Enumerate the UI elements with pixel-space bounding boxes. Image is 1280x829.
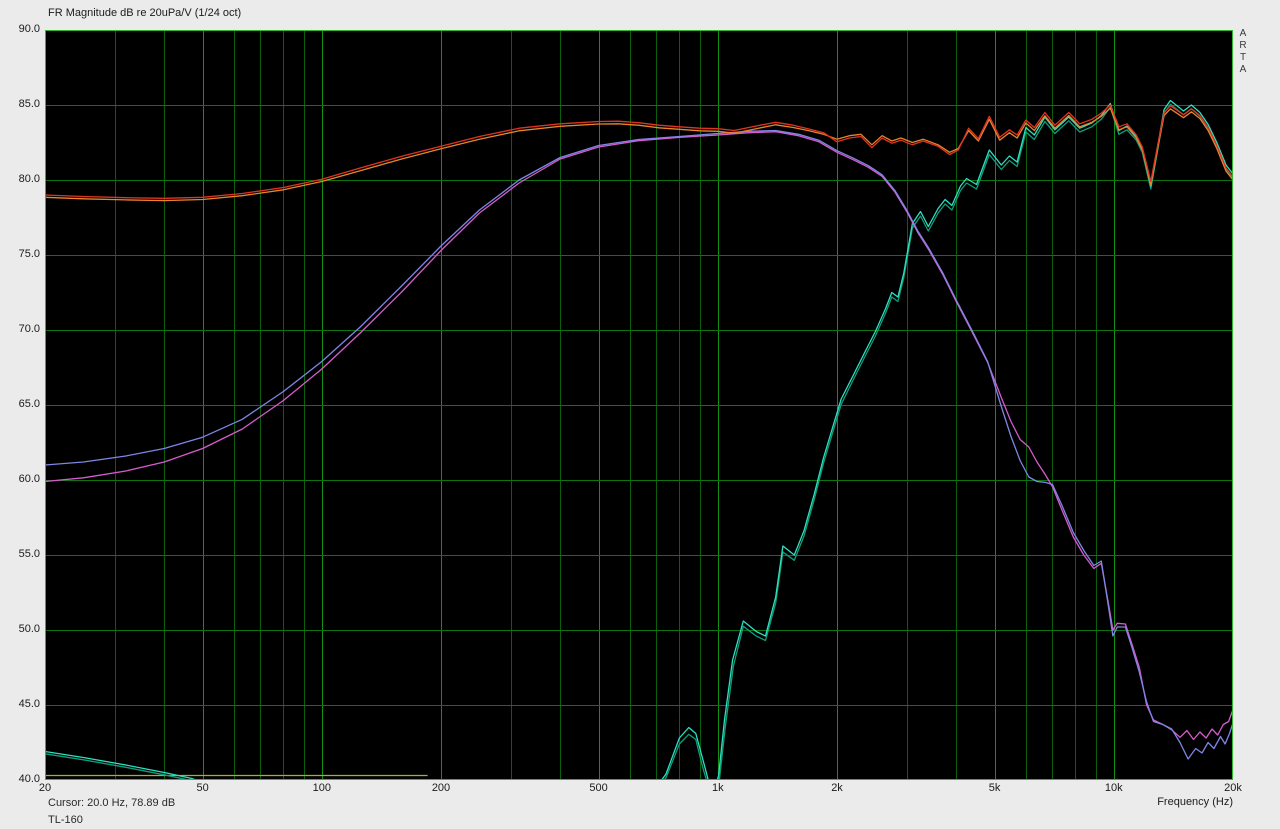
y-tick-label: 40.0 — [18, 773, 40, 785]
y-tick-label: 70.0 — [18, 323, 40, 335]
x-tick-label: 500 — [589, 782, 608, 794]
overlay-label: TL-160 — [48, 814, 83, 826]
x-tick-label: 200 — [431, 782, 451, 794]
curve-tweeter-teal — [45, 753, 192, 780]
x-tick-label: 50 — [196, 782, 209, 794]
curve-woofer-magenta — [45, 131, 1233, 741]
y-tick-label: 55.0 — [18, 548, 40, 560]
x-tick-label: 2k — [831, 782, 843, 794]
y-tick-label: 65.0 — [18, 398, 40, 410]
y-tick-label: 90.0 — [18, 23, 40, 35]
y-tick-label: 45.0 — [18, 698, 40, 710]
x-tick-label: 5k — [988, 782, 1001, 794]
x-tick-label: 1k — [711, 782, 724, 794]
y-tick-label: 60.0 — [18, 473, 40, 485]
y-tick-label: 75.0 — [18, 248, 40, 260]
x-tick-label: 10k — [1104, 782, 1123, 794]
y-tick-label: 80.0 — [18, 173, 40, 185]
curve-tweeter-cyan — [45, 750, 198, 780]
x-tick-label: 20 — [38, 782, 52, 794]
x-tick-label: 20k — [1224, 782, 1242, 794]
curve-summed-red — [45, 104, 1233, 199]
fr-chart[interactable] — [45, 30, 1233, 780]
y-tick-label: 50.0 — [18, 623, 40, 635]
x-tick-label: 100 — [312, 782, 331, 794]
chart-title: FR Magnitude dB re 20uPa/V (1/24 oct) — [48, 7, 242, 19]
arta-watermark: A R T A — [1239, 28, 1247, 75]
cursor-readout: Cursor: 20.0 Hz, 78.89 dB — [48, 797, 176, 809]
curve-woofer-blue — [45, 129, 1233, 760]
curve-tweeter-cyan — [660, 99, 1233, 780]
plot-area[interactable] — [45, 30, 1233, 780]
x-axis-title: Frequency (Hz) — [1157, 796, 1233, 808]
curve-tweeter-teal — [663, 103, 1233, 780]
y-tick-label: 85.0 — [18, 98, 40, 110]
plot-border — [45, 30, 1233, 780]
curve-summed-orange — [45, 107, 1233, 202]
